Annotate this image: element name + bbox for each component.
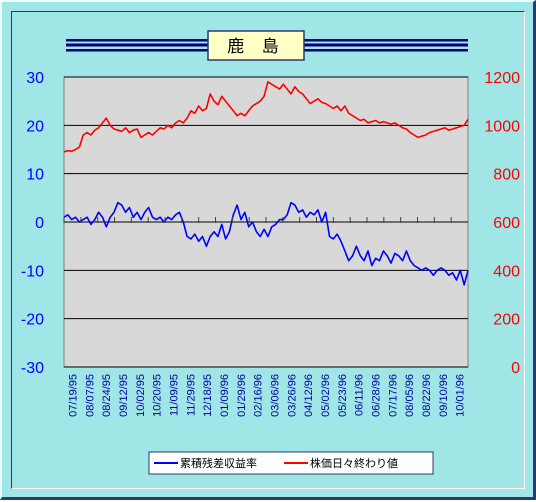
x-tick-label: 05/23/96: [337, 374, 349, 417]
y-right-tick-label: 1200: [484, 70, 520, 87]
y-right-tick-label: 800: [493, 167, 520, 184]
y-left-tick-label: 30: [26, 70, 44, 87]
x-tick-label: 10/01/96: [455, 374, 467, 417]
chart-inner-border: [11, 11, 525, 489]
y-right-tick-label: 200: [493, 312, 520, 329]
y-right-tick-label: 400: [493, 263, 520, 280]
y-left-tick-label: 0: [35, 215, 44, 232]
series-layer: [63, 81, 469, 286]
chart-title: 鹿 島: [227, 37, 284, 57]
x-tick-label: 07/17/96: [387, 374, 399, 417]
x-tick-label: 08/05/96: [404, 374, 416, 417]
series-line-1: [63, 201, 469, 286]
y-left-tick-label: -30: [21, 360, 44, 377]
y-right-tick-label: 1000: [484, 118, 520, 135]
y-right-tick-label: 0: [511, 360, 520, 377]
x-tick-label: 06/11/96: [354, 374, 366, 416]
y-left-tick-label: 20: [26, 118, 44, 135]
x-tick-label: 02/16/96: [253, 374, 265, 417]
legend-label-series2: 株価日々終わり値: [310, 456, 398, 470]
x-tick-label: 03/06/96: [269, 374, 281, 417]
x-tick-label: 10/20/95: [152, 374, 164, 417]
x-tick-label: 04/12/96: [303, 374, 315, 417]
y-axis-left: -30 -20 -10 0 10 20 30: [21, 70, 44, 377]
x-tick-label: 05/02/96: [320, 374, 332, 417]
x-tick-label: 08/24/95: [101, 374, 113, 417]
x-tick-label: 09/10/96: [438, 374, 450, 417]
y-right-tick-label: 600: [493, 215, 520, 232]
x-tick-label: 08/07/95: [84, 374, 96, 417]
legend-label-series1: 累積残差収益率: [180, 456, 257, 470]
y-axis-right: 0 200 400 600 800 1000 1200: [484, 70, 520, 377]
x-tick-label: 01/29/96: [236, 374, 248, 417]
x-tick-label: 01/09/96: [219, 374, 231, 417]
x-tick-label: 03/26/96: [286, 374, 298, 417]
x-tick-label: 11/29/95: [185, 374, 197, 416]
series-line-2: [63, 81, 469, 153]
x-tick-label: 09/12/95: [118, 374, 130, 417]
x-tick-label: 08/22/96: [421, 374, 433, 417]
x-axis: 07/19/95 08/07/95 08/24/95 09/12/95 10/02/95…: [63, 217, 467, 417]
title-bar: 鹿 島: [66, 30, 468, 61]
y-left-tick-label: 10: [26, 167, 44, 184]
x-tick-label: 11/09/95: [168, 374, 180, 416]
x-tick-label: 07/19/95: [67, 374, 79, 417]
y-left-tick-label: -10: [21, 263, 44, 280]
x-tick-label: 12/18/95: [202, 374, 214, 417]
title-box: [207, 30, 305, 61]
y-left-tick-label: -20: [21, 312, 44, 329]
x-tick-label: 10/02/95: [135, 374, 147, 417]
legend: 累積残差収益率 株価日々終わり値: [148, 451, 434, 475]
x-tick-label: 06/28/96: [370, 374, 382, 417]
